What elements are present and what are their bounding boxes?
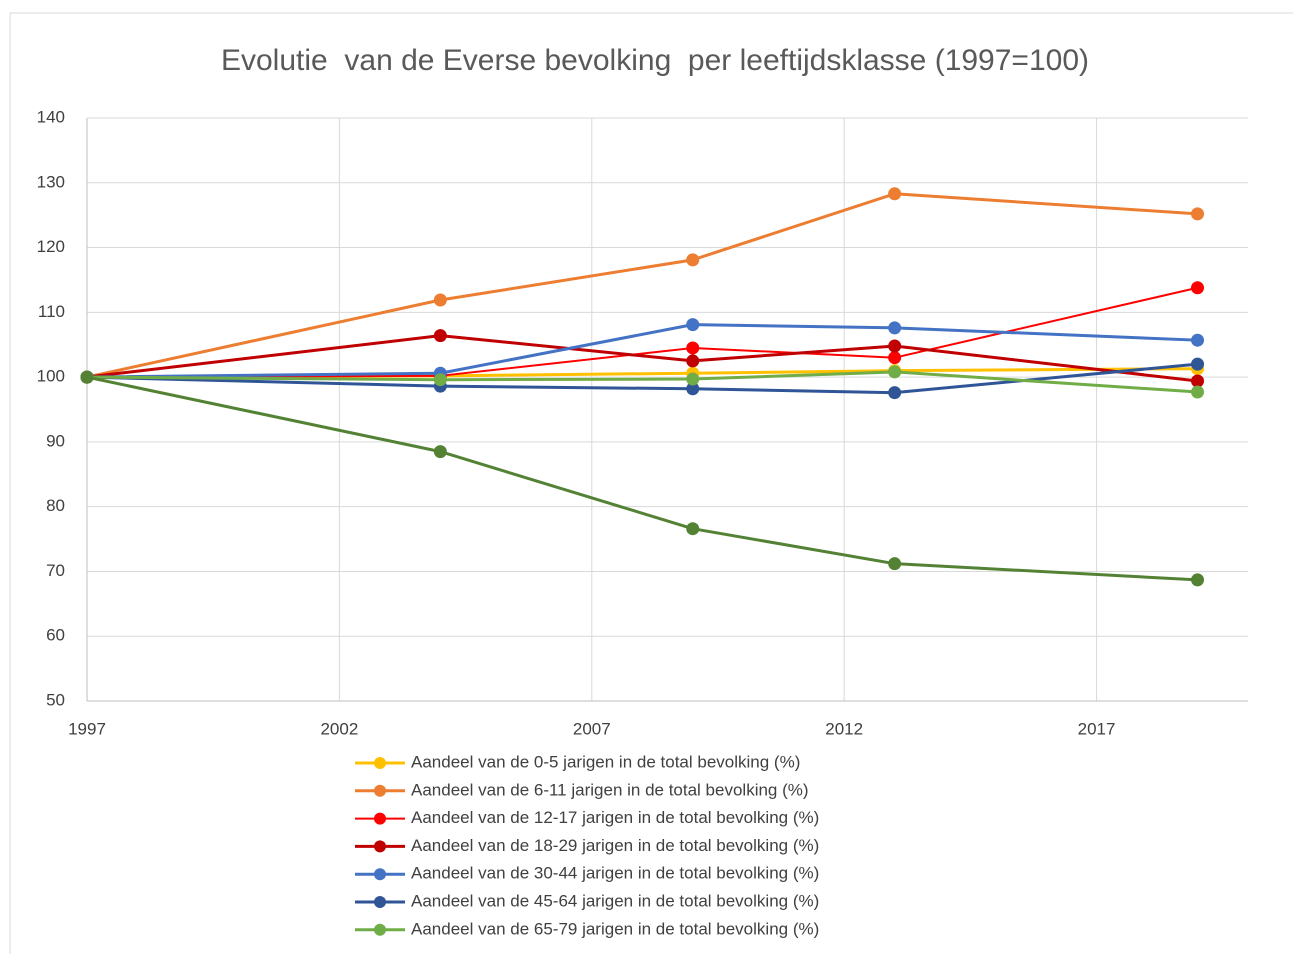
y-tick-label: 140 [37,107,65,126]
x-tick-label: 1997 [68,719,106,738]
y-tick-label: 120 [37,237,65,256]
y-tick-label: 130 [37,172,65,191]
data-point [686,382,700,396]
data-point [1191,207,1205,221]
data-point [1191,573,1205,587]
data-point [1191,333,1205,347]
data-point [1191,357,1205,371]
y-tick-label: 110 [38,302,65,321]
legend-label: Aandeel van de 0-5 jarigen in de total b… [411,752,800,771]
data-point [888,557,902,571]
data-point [686,341,700,355]
legend-label: Aandeel van de 18-29 jarigen in de total… [411,836,819,855]
data-point [888,187,902,201]
legend-label: Aandeel van de 65-79 jarigen in de total… [411,919,819,938]
legend-label: Aandeel van de 6-11 jarigen in de total … [411,780,809,799]
chart-title: Evolutie van de Everse bevolking per lee… [221,44,1089,77]
data-point [686,354,700,368]
chart-frame [9,12,1293,954]
x-tick-label: 2017 [1078,719,1116,738]
legend-marker [374,868,386,881]
data-point [888,386,902,400]
x-tick-label: 2007 [573,719,611,738]
y-tick-label: 60 [46,626,65,645]
y-tick-label: 100 [37,367,65,386]
legend-marker [374,784,386,797]
legend-label: Aandeel van de 45-64 jarigen in de total… [411,891,819,910]
data-point [686,253,700,267]
legend-marker [374,840,386,853]
legend-marker [374,812,386,825]
data-point [433,329,447,343]
legend-marker [374,757,386,769]
data-point [433,293,447,307]
x-tick-label: 2012 [825,719,863,738]
x-tick-label: 2002 [320,719,358,738]
data-point [686,372,700,386]
legend-marker [374,896,386,908]
y-tick-label: 80 [46,496,65,515]
data-point [888,351,902,365]
legend-marker [374,923,386,936]
data-point [433,373,447,387]
data-point [433,445,447,459]
legend-label: Aandeel van de 12-17 jarigen in de total… [411,808,819,827]
data-point [686,522,700,536]
data-point [888,365,902,379]
data-point [1191,281,1205,295]
data-point [888,321,902,335]
y-tick-label: 70 [46,561,65,580]
y-tick-label: 50 [46,690,65,709]
y-tick-label: 90 [46,431,65,450]
data-point [888,339,902,353]
data-point [686,318,700,332]
data-point [1191,374,1205,388]
legend-label: Aandeel van de 30-44 jarigen in de total… [411,864,819,883]
data-point [1191,385,1205,399]
data-point [80,370,94,384]
